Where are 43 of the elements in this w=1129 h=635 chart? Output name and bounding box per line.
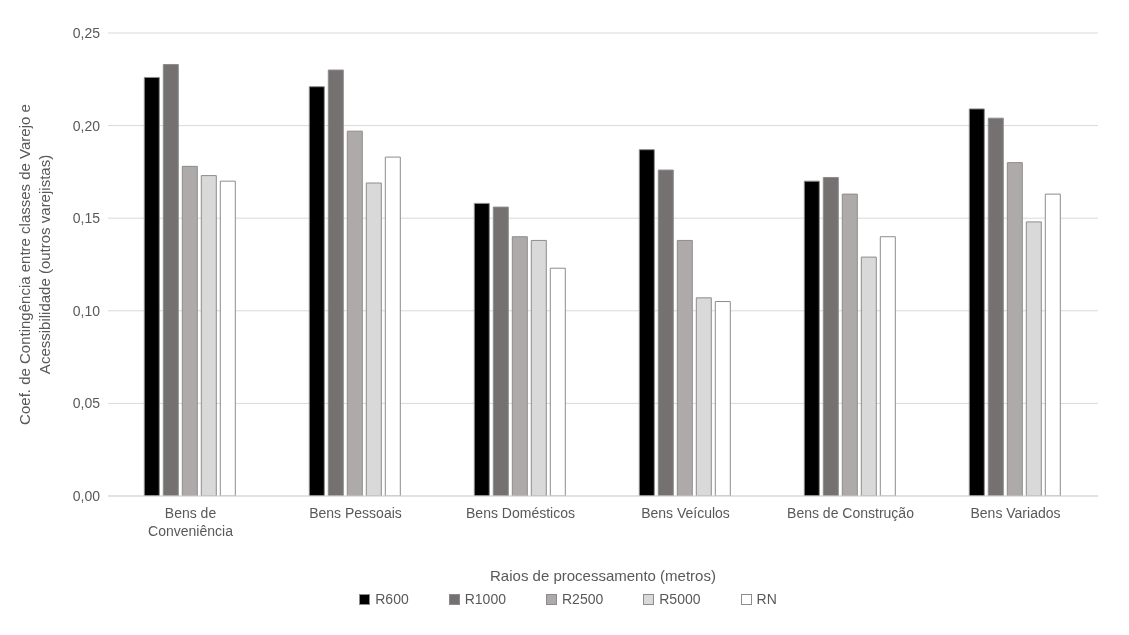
bar xyxy=(676,239,693,496)
bar xyxy=(346,130,363,496)
bar xyxy=(308,86,325,496)
x-tick-label: Bens de Construção xyxy=(787,505,915,521)
x-tick-label: Bens Pessoais xyxy=(309,505,402,521)
bar xyxy=(549,267,566,496)
x-axis-title: Raios de processamento (metros) xyxy=(490,567,716,584)
bar xyxy=(473,202,490,496)
bar xyxy=(879,236,896,496)
y-tick-label: 0,00 xyxy=(72,487,101,504)
x-tick-label: Bens Variados xyxy=(970,505,1061,521)
y-tick-label: 0,25 xyxy=(72,24,101,41)
y-tick-label: 0,15 xyxy=(72,210,101,227)
y-tick-label: 0,10 xyxy=(72,302,101,319)
y-axis-title: Coef. de Contingência entre classes de Varejo e Acessibilidade (outros varejistas) xyxy=(16,104,53,425)
bar xyxy=(327,69,344,496)
bar xyxy=(384,156,401,496)
bar xyxy=(841,193,858,496)
bar xyxy=(181,165,198,496)
legend-label: R1000 xyxy=(464,591,506,607)
bar xyxy=(492,206,509,496)
bar xyxy=(219,180,236,496)
bar xyxy=(657,169,674,496)
legend-label: R2500 xyxy=(561,591,604,607)
bar xyxy=(803,180,820,496)
legend-label: RN xyxy=(756,591,777,607)
bar xyxy=(822,176,839,496)
bar xyxy=(968,108,985,496)
y-tick-label: 0,20 xyxy=(72,117,101,134)
bar xyxy=(638,149,655,496)
x-tick-label: Bens de Conveniência xyxy=(148,505,234,539)
bar xyxy=(162,63,179,496)
bar xyxy=(987,117,1004,496)
x-tick-label: Bens Veículos xyxy=(641,505,730,521)
legend-label: R600 xyxy=(375,591,409,607)
bar xyxy=(1006,162,1023,496)
bar xyxy=(511,236,528,496)
y-tick-label: 0,05 xyxy=(72,395,101,412)
bar xyxy=(1044,193,1061,496)
x-tick-label: Bens Domésticos xyxy=(466,505,575,521)
bar xyxy=(714,301,731,496)
legend-label: R5000 xyxy=(659,591,701,607)
bar xyxy=(143,76,160,496)
